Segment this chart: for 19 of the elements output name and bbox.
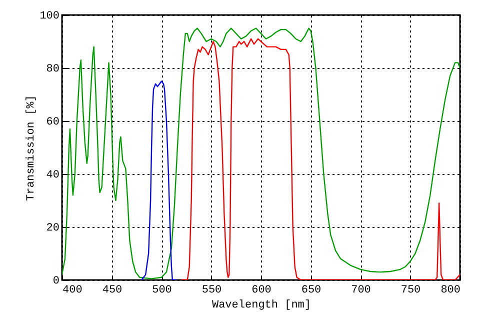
y-axis-title: Transmission [%] xyxy=(26,95,38,201)
y-tick-label: 0 xyxy=(52,276,60,288)
y-tick-label: 60 xyxy=(46,116,60,128)
y-tick-label: 20 xyxy=(46,222,60,234)
line-series xyxy=(141,80,178,280)
x-tick-label: 450 xyxy=(102,284,122,296)
x-tick-label: 750 xyxy=(400,284,421,296)
x-tick-label: 500 xyxy=(152,284,172,296)
y-tick-label: 40 xyxy=(46,170,60,182)
y-tick-label: 100 xyxy=(40,10,60,22)
x-axis-title: Wavelength [nm] xyxy=(212,300,312,312)
line-series xyxy=(180,38,460,280)
x-tick-label: 550 xyxy=(202,284,222,296)
x-tick-label: 800 xyxy=(440,284,460,296)
x-tick-label: 600 xyxy=(252,284,272,296)
y-tick-label: 80 xyxy=(46,64,60,76)
x-tick-label: 400 xyxy=(62,284,82,296)
x-tick-label: 700 xyxy=(351,284,371,296)
x-tick-label: 650 xyxy=(301,284,322,296)
